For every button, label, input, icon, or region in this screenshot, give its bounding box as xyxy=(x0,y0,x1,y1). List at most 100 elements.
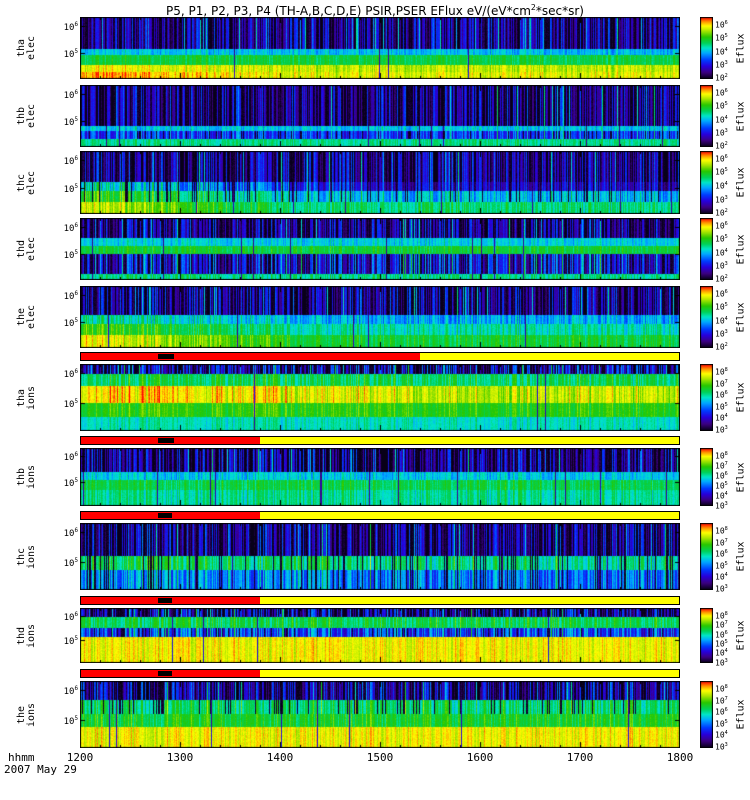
colorbar-title-text: Eflux xyxy=(735,301,747,333)
colorbar-tick-label: 106 xyxy=(715,220,728,231)
colorbar-tick-label: 103 xyxy=(715,500,728,511)
panel-label-the-elec: the elec xyxy=(12,286,42,348)
colorbar-thc-elec xyxy=(700,151,713,214)
colorbar-tick-label: 104 xyxy=(715,413,728,423)
colorbar-tick-label: 108 xyxy=(715,367,728,377)
colorbar-title-text: Eflux xyxy=(735,461,747,493)
quality-flag-bar-the-ions xyxy=(80,669,680,678)
spectrogram-thb-ions xyxy=(80,448,680,506)
colorbar-tick-label: 104 xyxy=(715,730,728,740)
colorbar-title-tha-ions: Eflux xyxy=(732,364,750,431)
flag-black-mark xyxy=(157,437,174,444)
spectrogram-tha-elec xyxy=(80,17,680,79)
colorbar-title-thc-elec: Eflux xyxy=(732,151,750,214)
panel-label-text: thd ions xyxy=(16,623,37,648)
colorbar-tick-label: 104 xyxy=(715,114,728,125)
panel-label-text: thb ions xyxy=(16,464,37,490)
y-tick-label: 106 xyxy=(63,528,78,540)
colorbar-tick-label: 103 xyxy=(715,583,728,594)
x-tick-label: 1600 xyxy=(466,751,494,764)
colorbar-tick-label: 103 xyxy=(715,127,728,138)
colorbar-title-text: Eflux xyxy=(735,167,747,198)
colorbar-tick-label: 102 xyxy=(715,73,728,83)
colorbar-tick-label: 106 xyxy=(715,629,728,640)
y-tick-label: 105 xyxy=(63,183,78,195)
colorbar-tick-label: 105 xyxy=(715,560,728,571)
x-tick-label: 1400 xyxy=(266,751,294,764)
y-tick-label: 106 xyxy=(63,686,78,698)
panel-label-text: the elec xyxy=(16,304,37,330)
colorbar-title-thb-ions: Eflux xyxy=(732,448,750,506)
colorbar-title-tha-elec: Eflux xyxy=(732,17,750,79)
y-tick-label: 105 xyxy=(63,48,78,60)
y-tick-label: 105 xyxy=(63,477,78,489)
y-tick-label: 106 xyxy=(63,611,78,623)
panel-label-thb-elec: thb elec xyxy=(12,85,42,147)
colorbar-tick-label: 104 xyxy=(715,490,728,501)
y-tick-label: 106 xyxy=(63,89,78,101)
colorbar-tick-label: 105 xyxy=(715,718,728,729)
colorbar-tick-label: 103 xyxy=(715,328,728,339)
colorbar-thd-elec xyxy=(700,218,713,280)
flag-black-mark xyxy=(157,353,174,360)
panel-label-thb-ions: thb ions xyxy=(12,448,42,506)
x-tick-label: 1700 xyxy=(566,751,594,764)
plot-title: P5, P1, P2, P3, P4 (TH-A,B,C,D,E) PSIR,P… xyxy=(166,3,584,18)
colorbar-tick-label: 108 xyxy=(715,684,728,694)
panel-label-text: thb elec xyxy=(16,103,37,129)
colorbar-title-text: Eflux xyxy=(735,32,747,64)
panel-label-text: thc elec xyxy=(16,170,37,195)
colorbar-tick-label: 106 xyxy=(715,707,728,717)
colorbar-tick-label: 103 xyxy=(715,424,728,435)
colorbar-tick-label: 102 xyxy=(715,274,728,284)
colorbar-tick-label: 103 xyxy=(715,741,728,752)
quality-flag-bar-thc-ions xyxy=(80,511,680,520)
colorbar-title-text: Eflux xyxy=(735,541,747,572)
panel-label-tha-elec: tha elec xyxy=(12,17,42,79)
colorbar-title-thc-ions: Eflux xyxy=(732,523,750,590)
colorbar-tick-label: 105 xyxy=(715,33,728,43)
colorbar-tha-elec xyxy=(700,17,713,79)
colorbar-title-text: Eflux xyxy=(735,620,747,651)
colorbar-tick-label: 106 xyxy=(715,549,728,559)
flag-black-mark xyxy=(157,512,172,519)
panel-label-text: tha elec xyxy=(16,35,37,61)
colorbar-tick-label: 104 xyxy=(715,572,728,582)
flag-red-segment xyxy=(81,353,421,360)
quality-flag-bar-tha-ions xyxy=(80,352,680,361)
panel-label-thc-ions: thc ions xyxy=(12,523,42,590)
colorbar-tick-label: 108 xyxy=(715,450,728,461)
colorbar-tick-label: 106 xyxy=(715,87,728,98)
spectrogram-thc-elec xyxy=(80,151,680,214)
quality-flag-bar-thb-ions xyxy=(80,436,680,445)
colorbar-tick-label: 107 xyxy=(715,537,728,548)
colorbar-tick-label: 103 xyxy=(715,194,728,205)
panel-label-text: thc ions xyxy=(16,544,37,569)
spectrogram-thd-elec xyxy=(80,218,680,280)
colorbar-tick-label: 106 xyxy=(715,390,728,400)
colorbar-thb-ions xyxy=(700,448,713,506)
colorbar-thc-ions xyxy=(700,523,713,590)
x-tick-label: 1800 xyxy=(666,751,694,764)
flag-black-mark xyxy=(157,597,172,604)
colorbar-tick-label: 105 xyxy=(715,234,728,244)
y-tick-label: 106 xyxy=(63,21,78,33)
colorbar-title-thb-elec: Eflux xyxy=(732,85,750,147)
x-tick-label: 1300 xyxy=(166,751,194,764)
colorbar-tick-label: 106 xyxy=(715,470,728,481)
colorbar-tick-label: 102 xyxy=(715,141,728,151)
colorbar-tha-ions xyxy=(700,364,713,431)
panel-label-thc-elec: thc elec xyxy=(12,151,42,214)
y-tick-label: 105 xyxy=(63,715,78,727)
colorbar-title-text: Eflux xyxy=(735,100,747,132)
x-axis-date-label: 2007 May 29 xyxy=(4,763,77,776)
colorbar-the-elec xyxy=(700,286,713,348)
colorbar-tick-label: 103 xyxy=(715,59,728,70)
spectrogram-the-ions xyxy=(80,681,680,748)
colorbar-title-thd-elec: Eflux xyxy=(732,218,750,280)
y-tick-label: 106 xyxy=(63,452,78,464)
colorbar-tick-label: 106 xyxy=(715,153,728,164)
y-tick-label: 105 xyxy=(63,557,78,569)
colorbar-tick-label: 108 xyxy=(715,526,728,536)
